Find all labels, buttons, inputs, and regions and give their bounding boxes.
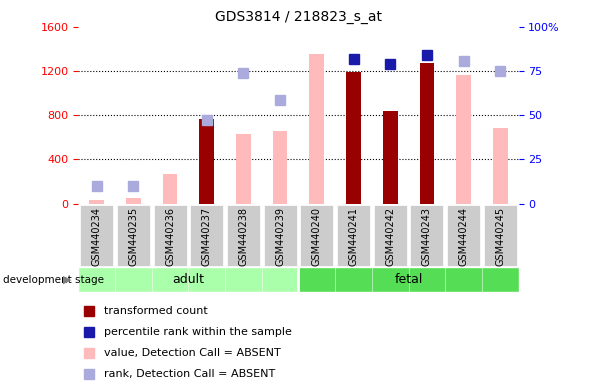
FancyBboxPatch shape	[80, 205, 113, 266]
Bar	[163, 174, 177, 204]
FancyBboxPatch shape	[117, 205, 150, 266]
FancyBboxPatch shape	[447, 205, 480, 266]
Bar	[309, 55, 324, 204]
Text: GSM440244: GSM440244	[458, 207, 469, 266]
Bar	[236, 134, 251, 204]
Text: adult: adult	[172, 273, 204, 286]
Bar	[298, 267, 519, 292]
Bar	[383, 111, 397, 204]
Text: GSM440235: GSM440235	[128, 207, 139, 266]
FancyBboxPatch shape	[300, 205, 333, 266]
FancyBboxPatch shape	[154, 205, 186, 266]
FancyBboxPatch shape	[191, 205, 223, 266]
Bar	[493, 128, 508, 204]
FancyBboxPatch shape	[411, 205, 443, 266]
Text: GSM440239: GSM440239	[275, 207, 285, 266]
Text: GSM440242: GSM440242	[385, 207, 395, 266]
Bar	[126, 198, 140, 204]
FancyBboxPatch shape	[227, 205, 260, 266]
Text: GSM440245: GSM440245	[495, 207, 505, 266]
Text: GSM440243: GSM440243	[422, 207, 432, 266]
Title: GDS3814 / 218823_s_at: GDS3814 / 218823_s_at	[215, 10, 382, 25]
Bar	[346, 72, 361, 204]
Text: GSM440236: GSM440236	[165, 207, 175, 266]
FancyBboxPatch shape	[484, 205, 517, 266]
Bar	[200, 119, 214, 204]
Bar	[78, 267, 298, 292]
Text: GSM440238: GSM440238	[238, 207, 248, 266]
Text: fetal: fetal	[394, 273, 423, 286]
FancyBboxPatch shape	[264, 205, 297, 266]
Bar	[420, 63, 434, 204]
Text: GSM440241: GSM440241	[349, 207, 359, 266]
Text: value, Detection Call = ABSENT: value, Detection Call = ABSENT	[104, 348, 281, 358]
Text: GSM440240: GSM440240	[312, 207, 322, 266]
Text: percentile rank within the sample: percentile rank within the sample	[104, 327, 292, 337]
Text: GSM440234: GSM440234	[92, 207, 102, 266]
Bar	[89, 200, 104, 204]
FancyBboxPatch shape	[374, 205, 406, 266]
Text: transformed count: transformed count	[104, 306, 208, 316]
Text: rank, Detection Call = ABSENT: rank, Detection Call = ABSENT	[104, 369, 275, 379]
FancyBboxPatch shape	[337, 205, 370, 266]
Bar	[456, 75, 471, 204]
Text: ▶: ▶	[63, 275, 71, 285]
Text: GSM440237: GSM440237	[202, 207, 212, 266]
Bar	[273, 131, 288, 204]
Text: development stage: development stage	[3, 275, 104, 285]
